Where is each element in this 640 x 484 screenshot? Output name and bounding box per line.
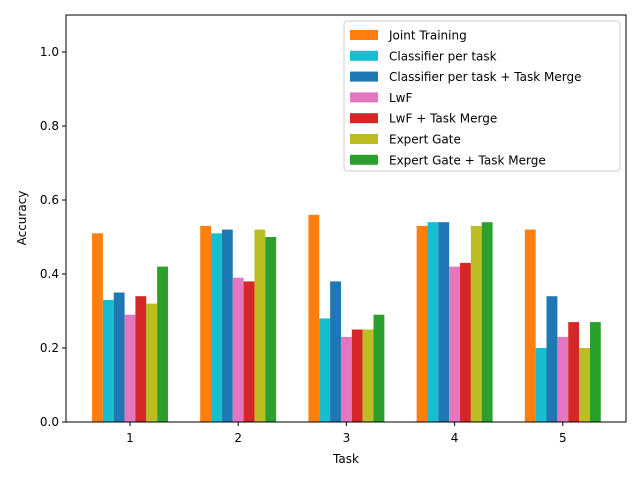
legend-swatch [350,50,378,61]
bar-6-task-2 [254,229,266,422]
bar-3-task-2 [221,229,233,422]
y-tick-label: 0.6 [40,193,59,207]
x-axis: 1 2 3 4 5 [126,422,567,445]
bar-6-task-1 [146,303,158,422]
y-axis-label: Accuracy [15,191,29,246]
bar-7-task-4 [481,222,493,422]
legend-swatch [350,92,378,103]
y-axis: 0.0 0.2 0.4 0.6 0.8 1.0 [40,45,66,429]
bar-4-task-4 [449,266,461,422]
bar-2-task-5 [535,348,547,422]
bar-2-task-4 [427,222,439,422]
bar-7-task-1 [157,266,168,422]
legend-label: LwF [389,91,413,105]
x-tick-label: 4 [451,431,459,445]
bar-1-task-1 [92,233,103,422]
legend-swatch [350,154,378,165]
bar-2-task-2 [211,233,222,422]
x-tick-label: 2 [234,431,242,445]
y-tick-label: 0.4 [40,267,59,281]
x-tick-label: 3 [343,431,351,445]
bars-layer [92,214,601,422]
bar-5-task-1 [135,296,147,422]
legend-label: Joint Training [388,29,467,43]
bar-4-task-1 [124,314,136,422]
legend-swatch [350,30,378,40]
y-tick-label: 1.0 [40,45,59,59]
bar-4-task-5 [557,336,569,422]
bar-3-task-1 [113,292,125,422]
bar-6-task-4 [470,225,482,422]
bar-7-task-3 [373,314,385,422]
legend-swatch [350,113,378,124]
legend-label: Classifier per task [389,49,497,63]
bar-1-task-2 [200,225,212,422]
legend-swatch [350,134,378,144]
legend: Joint Training Classifier per task Classif… [343,20,621,172]
bar-4-task-3 [340,336,352,422]
bar-5-task-3 [351,329,363,422]
x-axis-label: Task [332,452,359,466]
bar-3-task-3 [330,281,341,422]
bar-1-task-4 [416,225,428,422]
bar-5-task-4 [460,262,471,422]
bar-3-task-4 [438,222,450,422]
bar-6-task-3 [362,329,374,422]
y-tick-label: 0.2 [40,341,59,355]
bar-2-task-1 [102,299,114,422]
legend-swatch [350,71,378,82]
legend-label: Expert Gate [389,133,461,147]
bar-2-task-3 [319,318,331,422]
bar-5-task-2 [243,281,255,422]
legend-label: LwF + Task Merge [389,112,497,126]
y-tick-label: 0.0 [40,415,59,429]
bar-6-task-5 [579,348,590,422]
bar-4-task-2 [232,277,244,422]
legend-label: Expert Gate + Task Merge [389,153,546,167]
x-tick-label: 1 [126,431,134,445]
bar-5-task-5 [568,322,580,422]
bar-7-task-2 [265,237,277,422]
x-tick-label: 5 [559,431,567,445]
legend-frame [343,20,621,172]
y-tick-label: 0.8 [40,119,59,133]
bar-1-task-5 [524,229,536,422]
bar-3-task-5 [546,296,558,422]
bar-1-task-3 [308,214,320,422]
bar-7-task-5 [589,322,601,422]
legend-label: Classifier per task + Task Merge [389,70,581,84]
